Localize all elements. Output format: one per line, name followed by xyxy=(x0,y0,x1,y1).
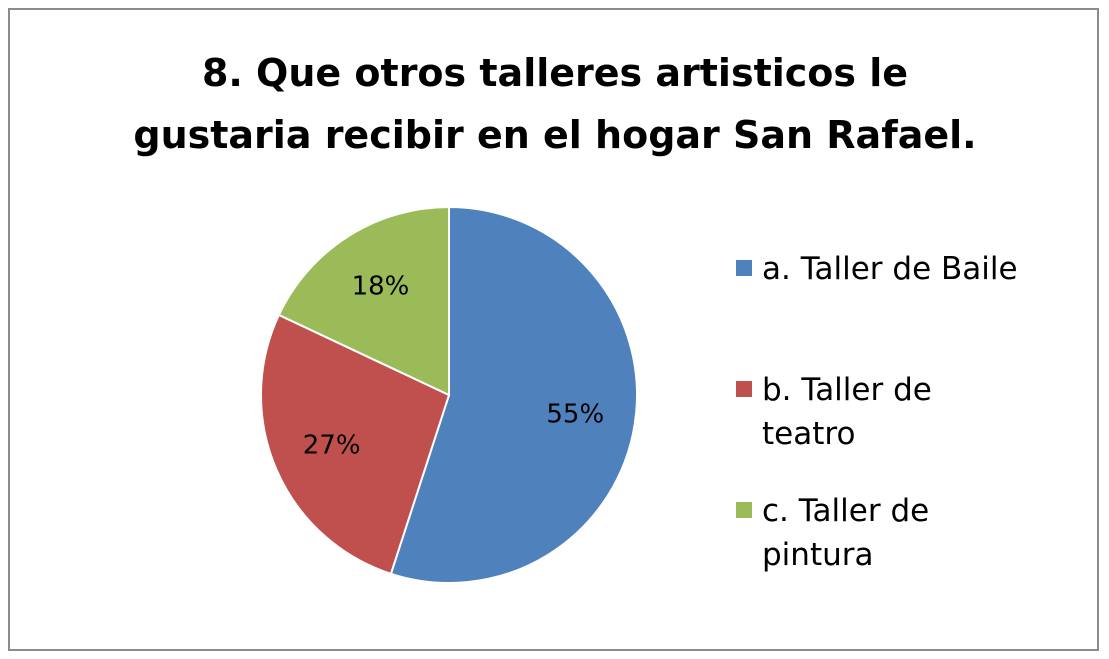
pie-slice xyxy=(389,205,638,584)
legend-label: b. Taller de teatro xyxy=(762,372,932,452)
data-label: 27% xyxy=(303,430,361,460)
data-label: 55% xyxy=(546,399,604,429)
pie-slice xyxy=(260,313,451,576)
chart-title: 8. Que otros talleres artisticos le gust… xyxy=(133,51,977,157)
pie-slice xyxy=(277,205,450,397)
legend-label: a. Taller de Baile xyxy=(762,251,1018,287)
legend-swatch xyxy=(736,502,752,518)
legend-swatch xyxy=(736,381,752,397)
legend-label: c. Taller de pintura xyxy=(762,493,930,573)
legend-item: b. Taller de teatro xyxy=(736,368,1066,456)
data-label: 18% xyxy=(352,272,410,302)
legend-item: c. Taller de pintura xyxy=(736,489,1066,577)
legend-item: a. Taller de Baile xyxy=(736,247,1066,291)
legend-swatch xyxy=(736,260,752,276)
